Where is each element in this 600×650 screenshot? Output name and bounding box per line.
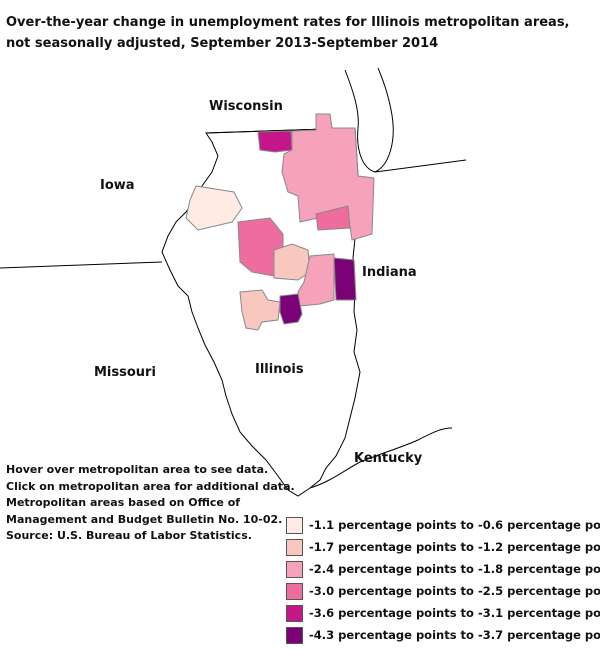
legend: -1.1 percentage points to -0.6 percentag…	[286, 514, 600, 646]
legend-item: -1.1 percentage points to -0.6 percentag…	[286, 514, 600, 536]
legend-label: -1.1 percentage points to -0.6 percentag…	[309, 518, 600, 532]
note-line: Metropolitan areas based on Office of	[6, 496, 241, 509]
kentucky-border	[309, 427, 453, 489]
legend-swatch	[286, 626, 303, 644]
label-illinois: Illinois	[255, 362, 304, 377]
label-missouri: Missouri	[94, 365, 156, 380]
metro-decatur[interactable]	[279, 293, 303, 325]
illinois-outline	[161, 127, 361, 497]
legend-label: -2.4 percentage points to -1.8 percentag…	[309, 562, 600, 576]
map-title: Over-the-year change in unemployment rat…	[6, 15, 570, 51]
metro-danville[interactable]	[333, 257, 357, 301]
legend-item: -2.4 percentage points to -1.8 percentag…	[286, 558, 600, 580]
legend-swatch	[286, 582, 303, 600]
legend-swatch	[286, 538, 303, 556]
metro-springfield[interactable]	[239, 289, 281, 331]
label-kentucky: Kentucky	[354, 451, 423, 466]
label-iowa: Iowa	[100, 178, 135, 193]
legend-item: -4.3 percentage points to -3.7 percentag…	[286, 624, 600, 646]
note-line: Management and Budget Bulletin No. 10-02…	[6, 512, 283, 526]
legend-item: -1.7 percentage points to -1.2 percentag…	[286, 536, 600, 558]
map-notes: Hover over metropolitan area to see data…	[6, 462, 295, 545]
metro-davenport[interactable]	[185, 185, 243, 231]
note-line: Click on metropolitan area for additiona…	[6, 479, 295, 493]
legend-swatch	[286, 516, 303, 534]
legend-swatch	[286, 604, 303, 622]
note-line: Hover over metropolitan area to see data…	[6, 463, 269, 476]
legend-label: -4.3 percentage points to -3.7 percentag…	[309, 628, 600, 642]
legend-item: -3.6 percentage points to -3.1 percentag…	[286, 602, 600, 624]
metro-chicago[interactable]	[281, 113, 375, 241]
note-line: Source: U.S. Bureau of Labor Statistics.	[6, 529, 252, 542]
michigan-border	[374, 159, 467, 173]
legend-label: -1.7 percentage points to -1.2 percentag…	[309, 540, 600, 554]
legend-label: -3.6 percentage points to -3.1 percentag…	[309, 606, 600, 620]
legend-item: -3.0 percentage points to -2.5 percentag…	[286, 580, 600, 602]
label-indiana: Indiana	[362, 265, 417, 280]
metro-rockford[interactable]	[257, 130, 293, 153]
legend-swatch	[286, 560, 303, 578]
metro-kankakee[interactable]	[315, 205, 351, 231]
label-wisconsin: Wisconsin	[209, 99, 283, 114]
metro-bloomington[interactable]	[273, 243, 311, 281]
legend-label: -3.0 percentage points to -2.5 percentag…	[309, 584, 600, 598]
iowa-missouri-border	[0, 261, 163, 269]
